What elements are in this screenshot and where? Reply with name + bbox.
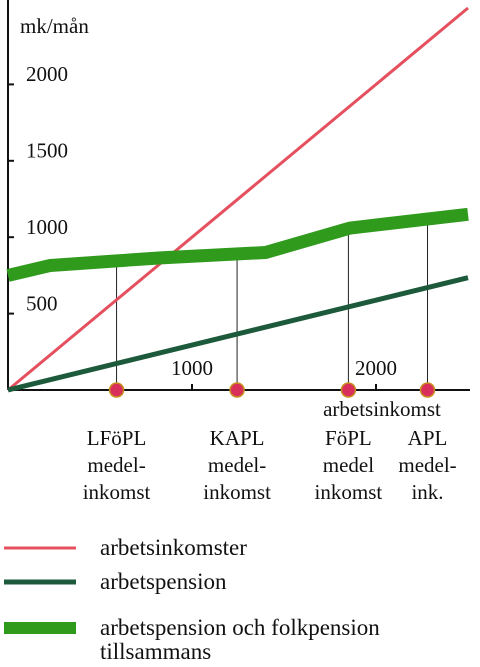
marker-label: ink. — [411, 480, 443, 504]
marker-dot — [229, 382, 245, 398]
series-line — [7, 6, 469, 392]
x-tick-label: 2000 — [355, 356, 397, 380]
y-tick-label: 500 — [26, 291, 58, 315]
marker-dot — [340, 382, 357, 398]
legend-swatch — [4, 546, 76, 550]
x-axis-label: arbetsinkomst — [323, 397, 441, 421]
marker-dot — [108, 382, 125, 398]
marker-label: APL — [408, 426, 448, 450]
x-tick-label: 1000 — [171, 356, 213, 380]
series-line — [6, 207, 469, 282]
marker-label: medel- — [208, 453, 266, 477]
y-axis-label: mk/mån — [20, 14, 89, 38]
legend-swatch — [4, 622, 76, 634]
marker-label: inkomst — [203, 480, 271, 504]
marker-label: FöPL — [325, 426, 372, 450]
marker-dot — [419, 382, 436, 398]
marker-label: medel — [323, 453, 374, 477]
marker-label: inkomst — [83, 480, 151, 504]
y-tick-label: 1000 — [26, 215, 68, 239]
marker-label: inkomst — [315, 480, 383, 504]
legend-swatch — [4, 579, 76, 585]
series-line — [7, 275, 469, 393]
y-tick-label: 2000 — [26, 62, 68, 86]
marker-label: medel- — [398, 453, 456, 477]
y-tick-label: 1500 — [26, 139, 68, 163]
legend-label: arbetspension — [100, 569, 227, 594]
marker-label: KAPL — [210, 426, 265, 450]
marker-label: medel- — [87, 453, 145, 477]
legend-label: arbetspension och folkpension tillsamman… — [100, 615, 380, 664]
marker-label: LFöPL — [87, 426, 147, 450]
legend-label: arbetsinkomster — [100, 535, 247, 560]
chart: mk/mån arbetsinkomst 500 1000 1500 2000 1000… — [6, 0, 470, 504]
